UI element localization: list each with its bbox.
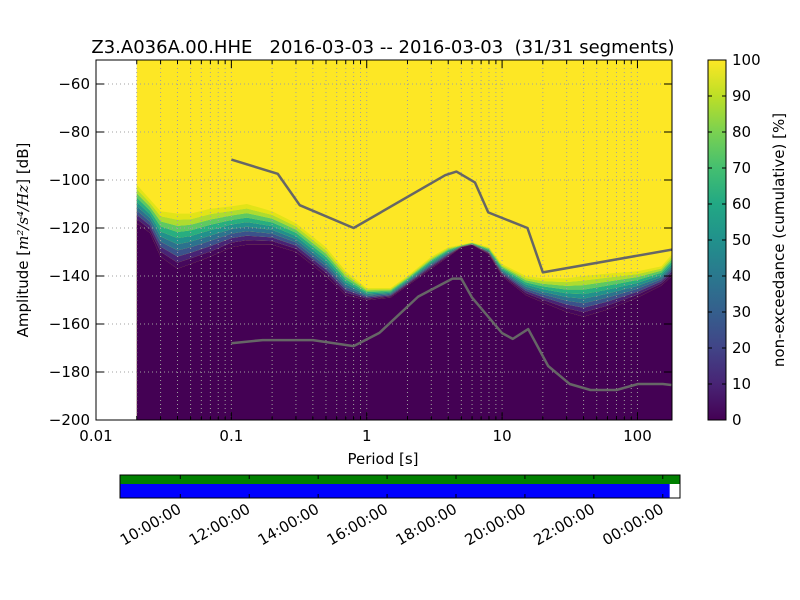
psd-coverage-bar: [120, 484, 670, 498]
y-tick-label: −80: [58, 123, 90, 141]
y-tick-label: −200: [49, 411, 90, 429]
low-noise-model-line: [231, 277, 672, 392]
time-coverage-bar: 10:00:00 12:00:00 14:00:00 16:00:00 18:00:00…: [117, 474, 681, 549]
x-tick-label: 10: [493, 427, 512, 445]
ppsd-band-7: [136, 193, 672, 292]
colorbar-tick-label: 100: [732, 51, 761, 69]
ppsd-band-3: [136, 210, 672, 308]
timebar-frame: [119, 474, 681, 499]
colorbar-tick-label: 50: [732, 231, 751, 249]
y-axis-label: Amplitude [m²/s⁴/Hz] [dB]: [14, 143, 32, 338]
time-tick-label: 16:00:00: [324, 500, 391, 549]
time-tick-label: 22:00:00: [530, 500, 597, 549]
y-tick-label: −160: [49, 315, 90, 333]
colorbar-tick-label: 20: [732, 339, 751, 357]
y-tick-label: −180: [49, 363, 90, 381]
time-tick-label: 00:00:00: [599, 500, 666, 549]
colorbar-tick-label: 0: [732, 411, 742, 429]
high-noise-model-line: [230, 158, 672, 274]
colorbar-tick-label: 80: [732, 123, 751, 141]
ppsd-band-1: [136, 218, 672, 317]
ppsd-plot: 0.01 0.1 1 10 100 −60 −80 −100 −120 −140 −160 −180 −…: [49, 59, 673, 445]
x-axis-label: Period [s]: [347, 450, 418, 468]
colorbar-tick-label: 60: [732, 195, 751, 213]
y-axis-label-suffix: ] [dB]: [14, 143, 32, 185]
y-tick-label: −100: [49, 171, 90, 189]
plot-frame: [95, 59, 673, 421]
time-tick-label: 18:00:00: [393, 500, 460, 549]
data-coverage-bar: [120, 475, 680, 484]
ppsd-band-6: [136, 197, 672, 295]
time-tick-label: 12:00:00: [186, 500, 253, 549]
x-tick-label: 1: [362, 427, 372, 445]
ppsd-band-9: [136, 184, 672, 290]
y-axis-label-unit: m²/s⁴/Hz: [14, 185, 32, 250]
colorbar-tick-label: 30: [732, 303, 751, 321]
chart-title: Z3.A036A.00.HHE 2016-03-03 -- 2016-03-03…: [91, 37, 674, 58]
x-tick-label: 0.01: [79, 427, 112, 445]
colorbar-tick-label: 70: [732, 159, 751, 177]
time-tick-label: 10:00:00: [117, 500, 184, 549]
y-tick-label: −60: [58, 75, 90, 93]
ppsd-band-4: [136, 206, 672, 304]
colorbar-label: non-exceedance (cumulative) [%]: [770, 113, 788, 367]
time-tick-label: 14:00:00: [255, 500, 322, 549]
time-tick-label: 20:00:00: [462, 500, 529, 549]
y-axis-label-prefix: Amplitude [: [14, 250, 32, 338]
y-tick-label: −120: [49, 219, 90, 237]
x-tick-label: 100: [623, 427, 652, 445]
colorbar: 0 10 20 30 40 50 60 70 80 90 100: [707, 51, 761, 429]
colorbar-tick-label: 10: [732, 375, 751, 393]
ppsd-band-2: [136, 214, 672, 313]
ppsd-band-5: [136, 201, 672, 299]
colorbar-tick-label: 90: [732, 87, 751, 105]
y-tick-label: −140: [49, 267, 90, 285]
ppsd-low-region: [136, 223, 672, 420]
x-tick-label: 0.1: [219, 427, 243, 445]
plot-area: [96, 60, 672, 420]
colorbar-tick-label: 40: [732, 267, 751, 285]
